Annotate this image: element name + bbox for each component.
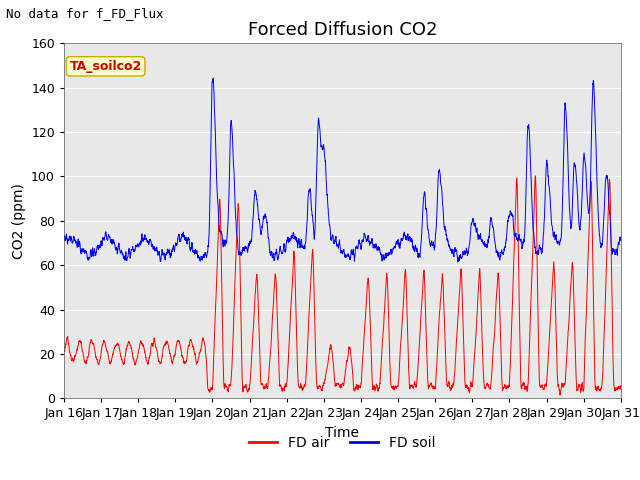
- FD air: [606, 192, 614, 197]
- FD air: [546, 322, 554, 328]
- FD soil: [617, 238, 625, 243]
- Y-axis label: CO2 (ppm): CO2 (ppm): [12, 183, 26, 259]
- FD air: [617, 383, 625, 389]
- FD soil: [547, 196, 554, 202]
- FD air: [274, 319, 282, 325]
- Title: Forced Diffusion CO2: Forced Diffusion CO2: [248, 21, 437, 39]
- FD soil: [60, 237, 68, 243]
- FD air: [157, 360, 164, 366]
- FD soil: [124, 254, 131, 260]
- FD soil: [157, 258, 164, 264]
- Line: FD air: FD air: [64, 176, 621, 395]
- FD soil: [298, 241, 306, 247]
- FD soil: [209, 75, 217, 81]
- FD air: [124, 343, 131, 348]
- Legend: FD air, FD soil: FD air, FD soil: [244, 430, 441, 456]
- FD soil: [454, 259, 461, 265]
- Text: TA_soilco2: TA_soilco2: [70, 60, 142, 73]
- Text: No data for f_FD_Flux: No data for f_FD_Flux: [6, 7, 164, 20]
- FD soil: [274, 257, 282, 263]
- FD soil: [606, 218, 614, 224]
- X-axis label: Time: Time: [325, 426, 360, 440]
- FD air: [60, 349, 68, 355]
- FD air: [556, 392, 564, 398]
- FD air: [298, 383, 305, 389]
- Line: FD soil: FD soil: [64, 78, 621, 262]
- FD air: [532, 173, 540, 179]
